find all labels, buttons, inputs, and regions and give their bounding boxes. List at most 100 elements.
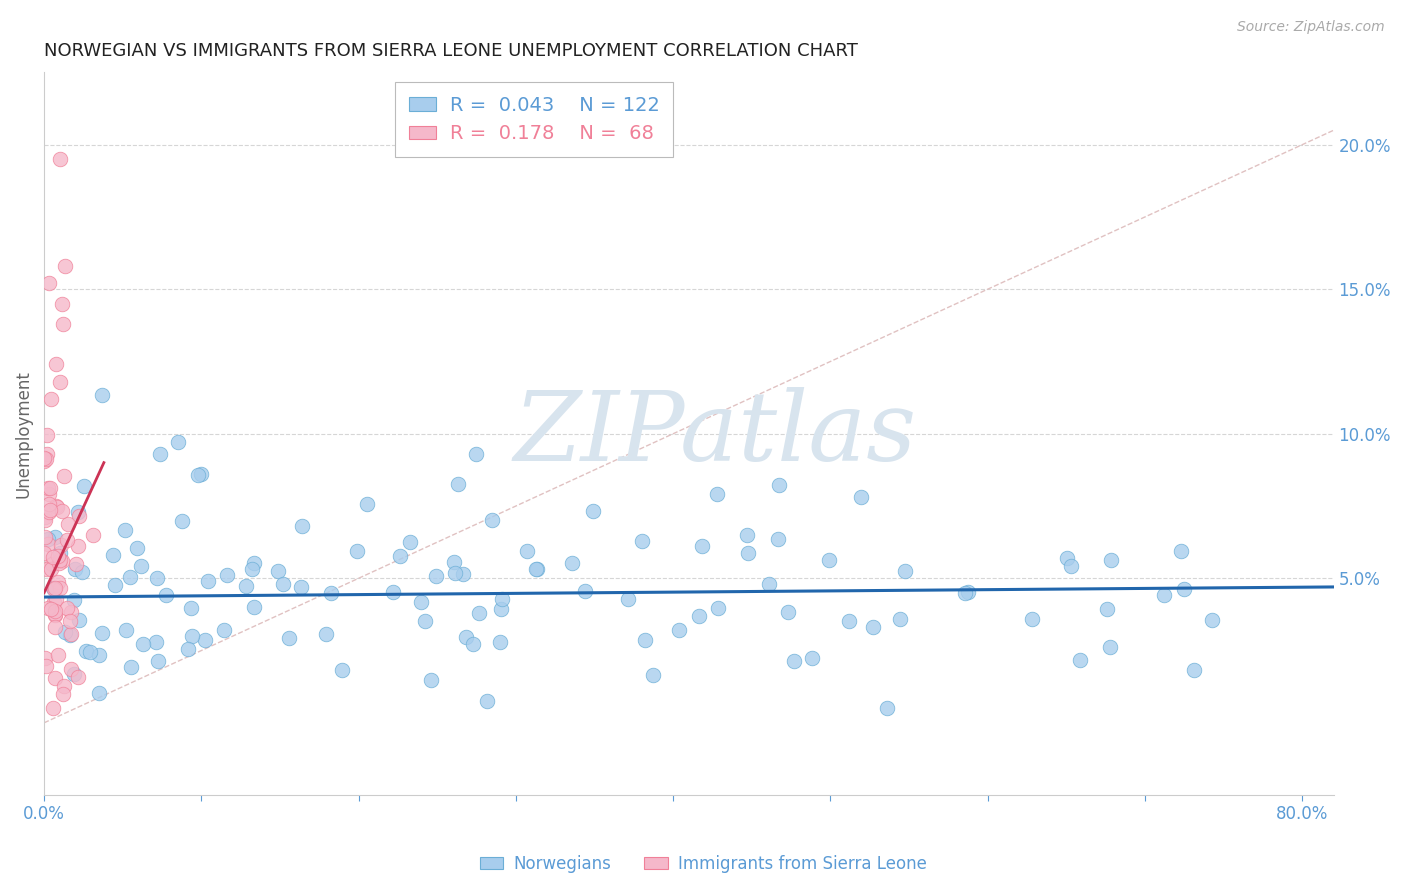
Point <box>1153 588 1175 602</box>
Point <box>49 581 72 595</box>
Point <box>838 614 860 628</box>
Point <box>49 538 72 552</box>
Point <box>181 629 204 643</box>
Point <box>420 673 443 687</box>
Point <box>801 651 824 665</box>
Point <box>524 562 547 576</box>
Point <box>240 562 263 576</box>
Point <box>443 555 465 569</box>
Point <box>62 592 84 607</box>
Point <box>63 562 86 576</box>
Point <box>243 556 266 570</box>
Point <box>737 545 759 559</box>
Point <box>55 625 77 640</box>
Point <box>688 608 710 623</box>
Legend: Norwegians, Immigrants from Sierra Leone: Norwegians, Immigrants from Sierra Leone <box>472 848 934 880</box>
Point <box>66 669 89 683</box>
Point <box>456 630 478 644</box>
Point <box>120 660 142 674</box>
Point <box>894 564 917 578</box>
Point <box>447 477 470 491</box>
Point <box>1021 612 1043 626</box>
Point <box>146 571 169 585</box>
Point <box>62 667 84 681</box>
Point <box>87 686 110 700</box>
Text: Source: ZipAtlas.com: Source: ZipAtlas.com <box>1237 20 1385 34</box>
Point <box>44 607 66 622</box>
Point <box>35 561 58 575</box>
Point <box>862 620 884 634</box>
Point <box>48 152 70 166</box>
Point <box>1099 553 1122 567</box>
Point <box>75 644 97 658</box>
Point <box>38 487 60 501</box>
Point <box>41 557 63 571</box>
Point <box>44 620 66 634</box>
Point <box>37 536 59 550</box>
Point <box>1170 544 1192 558</box>
Point <box>41 392 63 406</box>
Point <box>411 594 433 608</box>
Point <box>42 701 65 715</box>
Point <box>51 317 73 331</box>
Point <box>32 451 55 466</box>
Point <box>166 435 188 450</box>
Point <box>267 564 290 578</box>
Point <box>217 567 239 582</box>
Point <box>415 614 437 628</box>
Point <box>67 613 90 627</box>
Point <box>44 607 66 622</box>
Point <box>177 641 200 656</box>
Point <box>52 468 75 483</box>
Point <box>90 388 112 402</box>
Point <box>398 535 420 549</box>
Point <box>53 679 76 693</box>
Point <box>79 645 101 659</box>
Point <box>382 585 405 599</box>
Y-axis label: Unemployment: Unemployment <box>15 370 32 498</box>
Point <box>634 633 657 648</box>
Point <box>44 595 66 609</box>
Point <box>38 498 60 512</box>
Point <box>574 584 596 599</box>
Point <box>45 499 67 513</box>
Point <box>56 517 79 532</box>
Point <box>668 623 690 637</box>
Point <box>389 549 412 563</box>
Point <box>330 663 353 677</box>
Point <box>1099 640 1122 654</box>
Point <box>39 602 62 616</box>
Point <box>70 565 93 579</box>
Point <box>129 559 152 574</box>
Point <box>617 592 640 607</box>
Point <box>39 481 62 495</box>
Point <box>356 497 378 511</box>
Point <box>818 553 841 567</box>
Point <box>758 577 780 591</box>
Point <box>148 447 170 461</box>
Point <box>42 549 65 564</box>
Point <box>114 523 136 537</box>
Point <box>48 574 70 589</box>
Point <box>39 562 62 576</box>
Point <box>146 654 169 668</box>
Point <box>242 600 264 615</box>
Point <box>582 504 605 518</box>
Point <box>706 487 728 501</box>
Point <box>67 508 90 523</box>
Point <box>32 546 55 560</box>
Legend: R =  0.043    N = 122, R =  0.178    N =  68: R = 0.043 N = 122, R = 0.178 N = 68 <box>395 82 673 157</box>
Point <box>235 579 257 593</box>
Point <box>120 570 142 584</box>
Point <box>51 503 73 517</box>
Point <box>956 585 979 599</box>
Point <box>461 637 484 651</box>
Point <box>488 634 510 648</box>
Point <box>291 519 314 533</box>
Point <box>1182 663 1205 677</box>
Point <box>849 490 872 504</box>
Point <box>114 623 136 637</box>
Point <box>172 514 194 528</box>
Point <box>104 578 127 592</box>
Point <box>212 623 235 637</box>
